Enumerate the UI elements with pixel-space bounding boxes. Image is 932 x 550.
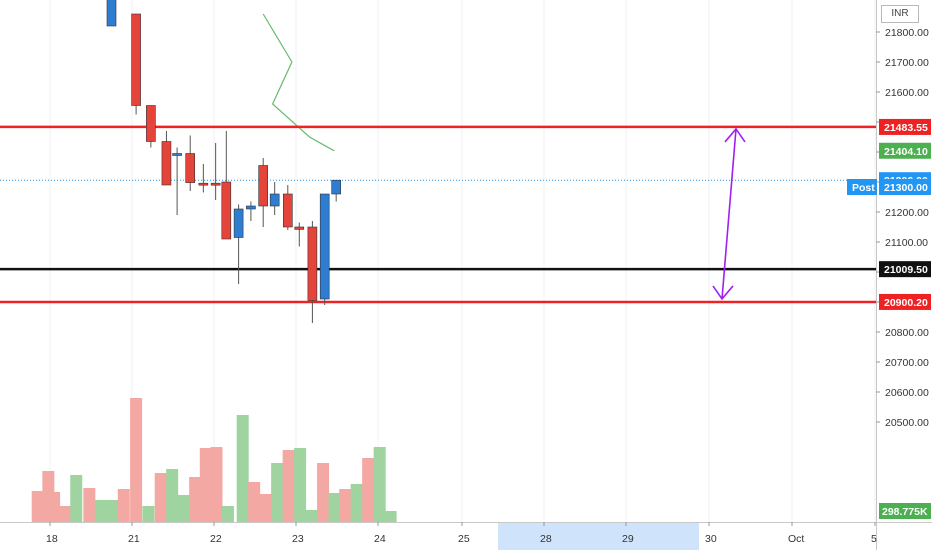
candle-body [282, 193, 293, 228]
volume-bar [328, 493, 341, 522]
y-tick-label: 21600.00 [885, 87, 929, 99]
volume-bar [350, 484, 363, 522]
x-range-highlight [498, 522, 699, 550]
candle-body [246, 205, 256, 210]
volume-bar [130, 398, 143, 522]
moving-average-line [262, 13, 335, 152]
candle-body [269, 193, 280, 207]
volume-bar [106, 500, 119, 522]
y-tick-label: 20500.00 [885, 417, 929, 429]
measure-arrow-head-bottom [712, 285, 734, 301]
candle-body [294, 226, 305, 230]
candle-body [319, 193, 330, 300]
price-badge-label: 21404.10 [884, 146, 928, 158]
candle-body [258, 165, 269, 207]
currency-label[interactable]: INR [881, 5, 919, 23]
volume-badge-label: 298.775K [882, 506, 928, 518]
x-tick-label: 28 [540, 533, 552, 545]
volume-bar [70, 475, 83, 522]
volume-bar [210, 447, 223, 522]
volume-bar [154, 473, 167, 522]
volume-bar [166, 469, 179, 522]
resistance-price-badge-label: 20900.20 [884, 297, 928, 309]
measure-arrow-head-top [724, 127, 746, 143]
volume-bar [58, 506, 71, 522]
candle-body [210, 182, 221, 186]
x-tick-label: 23 [292, 533, 304, 545]
y-tick-label: 20700.00 [885, 357, 929, 369]
x-tick-label: Oct [788, 533, 804, 545]
candle-body [233, 208, 244, 238]
x-tick-label: 21 [128, 533, 140, 545]
support-price-badge-label: 21009.50 [884, 264, 928, 276]
volume-bar [142, 506, 155, 522]
volume-bar [317, 463, 330, 522]
volume-bar [282, 450, 295, 522]
post-badge-label: Post [852, 182, 875, 194]
candle-body [221, 181, 232, 240]
resistance-price-badge [879, 118, 931, 135]
price-badge [879, 179, 931, 195]
measure-arrow-line [721, 128, 737, 300]
candle-body [161, 141, 172, 186]
x-tick-label: 18 [46, 533, 58, 545]
y-tick-label: 21800.00 [885, 27, 929, 39]
x-tick-label: 30 [705, 533, 717, 545]
price-badge-label: 21300.00 [884, 182, 928, 194]
volume-bar [248, 482, 261, 522]
candle-body [307, 226, 318, 301]
volume-badge [879, 503, 931, 519]
x-tick-label: 29 [622, 533, 634, 545]
volume-bar [362, 458, 375, 522]
candle-body [185, 153, 196, 183]
candle-body [172, 153, 182, 156]
candle-body [331, 179, 341, 195]
post-badge [847, 179, 877, 195]
candle-body [146, 105, 156, 142]
volume-bar [42, 471, 55, 522]
volume-bar [339, 489, 352, 522]
volume-bar [294, 448, 307, 522]
y-tick-label: 21100.00 [885, 237, 928, 249]
price-badge [879, 142, 931, 159]
y-tick-label: 20600.00 [885, 387, 929, 399]
volume-bar [236, 415, 249, 522]
volume-bar [259, 494, 272, 522]
x-tick-label: 5 [871, 533, 877, 545]
candle-body [106, 0, 117, 27]
candle-body [131, 13, 141, 106]
x-tick-label: 22 [210, 533, 222, 545]
x-tick-label: 25 [458, 533, 470, 545]
resistance-price-badge [879, 293, 931, 310]
volume-bar [384, 511, 397, 522]
volume-bar [94, 500, 107, 522]
support-price-badge [879, 261, 931, 278]
volume-bar [221, 506, 234, 522]
x-tick-label: 24 [374, 533, 386, 545]
volume-bar [83, 488, 96, 522]
volume-bar [305, 510, 318, 522]
volume-bar [199, 448, 212, 522]
y-tick-label: 20800.00 [885, 327, 929, 339]
volume-bar [271, 463, 284, 522]
volume-bar [31, 491, 44, 522]
volume-bar [189, 477, 202, 522]
y-tick-label: 21700.00 [885, 57, 929, 69]
volume-bar [373, 447, 386, 522]
y-tick-label: 21200.00 [885, 207, 929, 219]
candle-body [198, 182, 209, 186]
volume-bar [117, 489, 130, 522]
resistance-price-badge-label: 21483.55 [884, 122, 928, 134]
volume-bar [177, 495, 190, 522]
